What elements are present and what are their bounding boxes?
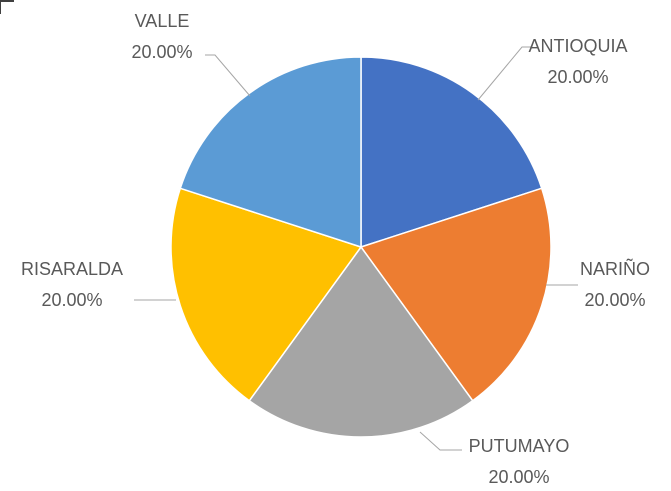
slice-label: ANTIOQUIA	[528, 36, 627, 56]
slice-value-label: 20.00%	[547, 67, 608, 87]
pie-slice	[179, 56, 362, 249]
slice-label: PUTUMAYO	[469, 436, 570, 456]
leader-line	[477, 46, 532, 101]
slice-label: NARIÑO	[580, 258, 650, 279]
slice-value-label: 20.00%	[131, 42, 192, 62]
leader-line	[205, 54, 251, 97]
slice-value-label: 20.00%	[488, 467, 549, 487]
pie-slice	[248, 245, 474, 438]
pie-slice	[360, 56, 543, 249]
slice-label: RISARALDA	[21, 259, 123, 279]
pie-slice	[359, 187, 552, 402]
slice-label: VALLE	[135, 11, 190, 31]
pie-slice	[170, 187, 363, 402]
leader-line	[419, 431, 462, 451]
frame-corner	[0, 0, 14, 14]
slice-value-label: 20.00%	[584, 290, 645, 310]
slice-value-label: 20.00%	[41, 290, 102, 310]
